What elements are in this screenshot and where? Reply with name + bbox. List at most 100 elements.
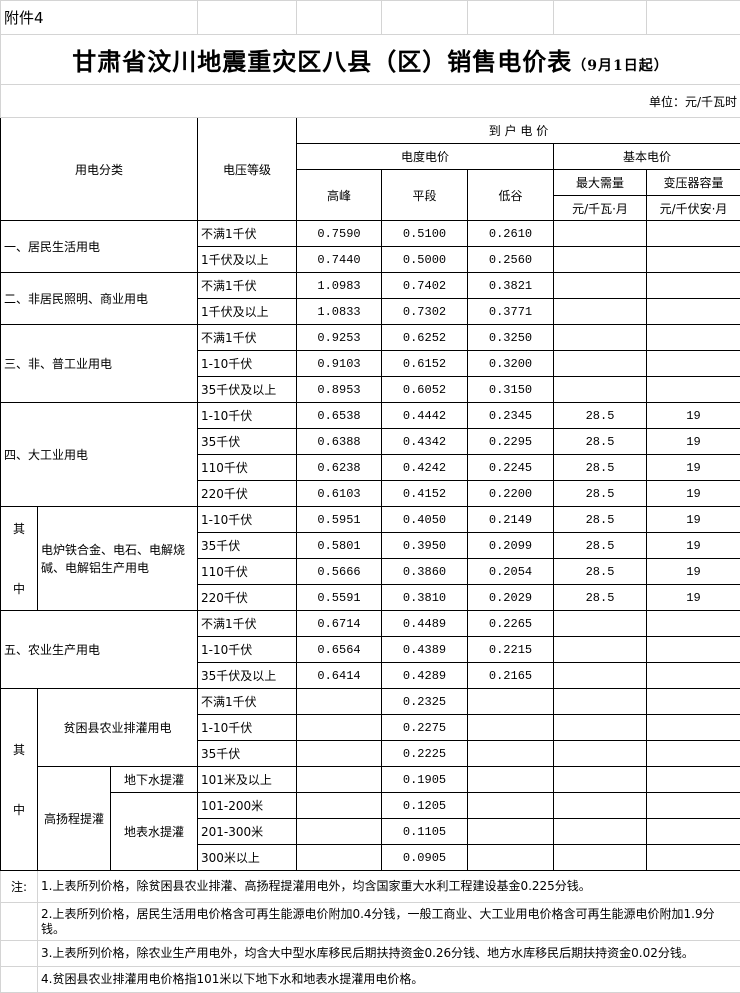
peak-price-cell: 0.5666 (297, 559, 382, 585)
flat-price-cell: 0.7302 (382, 299, 468, 325)
voltage-cell: 1千伏及以上 (198, 247, 297, 273)
title-date: （9月1日起） (572, 58, 668, 74)
voltage-cell: 101米及以上 (198, 767, 297, 793)
header-voltage: 电压等级 (198, 118, 297, 221)
voltage-cell: 1-10千伏 (198, 351, 297, 377)
voltage-cell: 35千伏及以上 (198, 663, 297, 689)
flat-price-cell: 0.4050 (382, 507, 468, 533)
transformer-price-cell (647, 819, 740, 845)
max-demand-price-cell: 28.5 (554, 507, 647, 533)
peak-price-cell: 0.9103 (297, 351, 382, 377)
valley-price-cell: 0.3821 (468, 273, 554, 299)
peak-price-cell (297, 741, 382, 767)
max-demand-price-cell: 28.5 (554, 533, 647, 559)
flat-price-cell: 0.4289 (382, 663, 468, 689)
category-label: 高扬程提灌 (38, 767, 111, 871)
transformer-price-cell (647, 637, 740, 663)
valley-price-cell: 0.2099 (468, 533, 554, 559)
valley-price-cell (468, 845, 554, 871)
voltage-cell: 201-300米 (198, 819, 297, 845)
peak-price-cell (297, 793, 382, 819)
max-demand-price-cell (554, 377, 647, 403)
header-valley: 低谷 (468, 170, 554, 221)
valley-price-cell: 0.2149 (468, 507, 554, 533)
peak-price-cell: 0.8953 (297, 377, 382, 403)
transformer-price-cell: 19 (647, 585, 740, 611)
peak-price-cell: 0.6564 (297, 637, 382, 663)
header-basic-price: 基本电价 (554, 144, 740, 170)
peak-price-cell: 0.5591 (297, 585, 382, 611)
flat-price-cell: 0.4242 (382, 455, 468, 481)
note-text: 2.上表所列价格，居民生活用电价格含可再生能源电价附加0.4分钱，一般工商业、大… (38, 903, 740, 941)
flat-price-cell: 0.4489 (382, 611, 468, 637)
transformer-price-cell (647, 299, 740, 325)
peak-price-cell: 1.0833 (297, 299, 382, 325)
voltage-cell: 35千伏 (198, 429, 297, 455)
header-transformer: 变压器容量 (647, 170, 740, 196)
max-demand-price-cell (554, 351, 647, 377)
valley-price-cell: 0.3771 (468, 299, 554, 325)
header-transformer-unit: 元/千伏安·月 (647, 196, 740, 221)
peak-price-cell: 0.9253 (297, 325, 382, 351)
max-demand-price-cell (554, 689, 647, 715)
transformer-price-cell (647, 325, 740, 351)
category-label: 五、农业生产用电 (1, 611, 198, 689)
flat-price-cell: 0.2325 (382, 689, 468, 715)
voltage-cell: 220千伏 (198, 585, 297, 611)
flat-price-cell: 0.3860 (382, 559, 468, 585)
valley-price-cell: 0.2345 (468, 403, 554, 429)
flat-price-cell: 0.6052 (382, 377, 468, 403)
peak-price-cell: 0.7590 (297, 221, 382, 247)
note-row: 注:1.上表所列价格，除贫困县农业排灌、高扬程提灌用电外，均含国家重大水利工程建… (1, 871, 740, 903)
peak-price-cell: 0.6238 (297, 455, 382, 481)
flat-price-cell: 0.0905 (382, 845, 468, 871)
category-label: 二、非居民照明、商业用电 (1, 273, 198, 325)
valley-price-cell: 0.3150 (468, 377, 554, 403)
voltage-cell: 1-10千伏 (198, 715, 297, 741)
unit-label: 单位：元/千瓦时 (1, 85, 740, 118)
voltage-cell: 110千伏 (198, 455, 297, 481)
note-row: 3.上表所列价格，除农业生产用电外，均含大中型水库移民后期扶持资金0.26分钱、… (1, 941, 740, 967)
valley-price-cell (468, 793, 554, 819)
voltage-cell: 110千伏 (198, 559, 297, 585)
flat-price-cell: 0.4442 (382, 403, 468, 429)
transformer-price-cell (647, 741, 740, 767)
max-demand-price-cell (554, 819, 647, 845)
header-category: 用电分类 (1, 118, 198, 221)
flat-price-cell: 0.5100 (382, 221, 468, 247)
category-label: 一、居民生活用电 (1, 221, 198, 273)
peak-price-cell: 0.6103 (297, 481, 382, 507)
max-demand-price-cell (554, 273, 647, 299)
header-flat: 平段 (382, 170, 468, 221)
flat-price-cell: 0.6152 (382, 351, 468, 377)
voltage-cell: 35千伏 (198, 533, 297, 559)
transformer-price-cell: 19 (647, 403, 740, 429)
transformer-price-cell (647, 273, 740, 299)
valley-price-cell: 0.2610 (468, 221, 554, 247)
header-max-demand-unit: 元/千瓦·月 (554, 196, 647, 221)
notes-label: 注: (1, 871, 38, 903)
category-label: 电炉铁合金、电石、电解烧碱、电解铝生产用电 (38, 507, 198, 611)
max-demand-price-cell (554, 299, 647, 325)
voltage-cell: 不满1千伏 (198, 221, 297, 247)
peak-price-cell: 0.5801 (297, 533, 382, 559)
peak-price-cell: 1.0983 (297, 273, 382, 299)
voltage-cell: 不满1千伏 (198, 611, 297, 637)
valley-price-cell: 0.2054 (468, 559, 554, 585)
max-demand-price-cell: 28.5 (554, 455, 647, 481)
flat-price-cell: 0.2275 (382, 715, 468, 741)
max-demand-price-cell (554, 793, 647, 819)
header-peak: 高峰 (297, 170, 382, 221)
valley-price-cell: 0.2265 (468, 611, 554, 637)
transformer-price-cell (647, 377, 740, 403)
flat-price-cell: 0.3950 (382, 533, 468, 559)
attachment-label: 附件4 (1, 1, 198, 35)
subcategory-label: 地下水提灌 (111, 767, 198, 793)
valley-price-cell: 0.2295 (468, 429, 554, 455)
header-max-demand: 最大需量 (554, 170, 647, 196)
peak-price-cell (297, 689, 382, 715)
valley-price-cell: 0.2165 (468, 663, 554, 689)
